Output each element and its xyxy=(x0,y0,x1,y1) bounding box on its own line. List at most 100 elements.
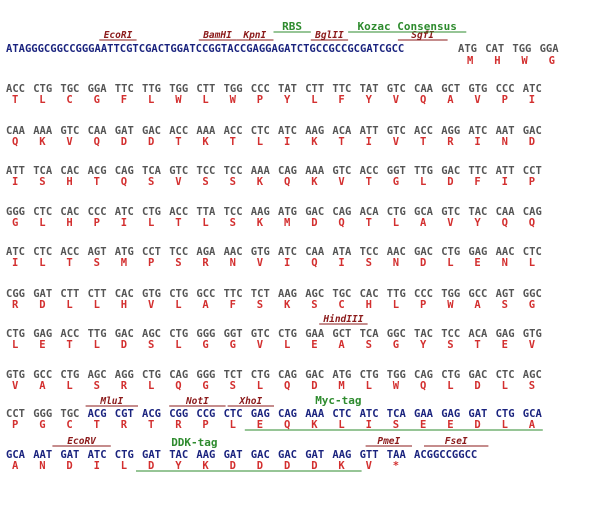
codon: AAG xyxy=(196,449,215,461)
amino-acid: L xyxy=(420,176,426,188)
codon: ATG xyxy=(115,246,134,258)
amino-acid: D xyxy=(311,217,317,229)
amino-acid: S xyxy=(202,176,208,188)
amino-acid: * xyxy=(393,460,399,472)
amino-acid: T xyxy=(230,136,236,148)
codon: CTC xyxy=(332,408,351,420)
amino-acid: C xyxy=(66,94,72,106)
amino-acid: S xyxy=(230,380,236,392)
codon: TCT xyxy=(224,369,243,381)
amino-acid: L xyxy=(202,217,208,229)
amino-acid: E xyxy=(502,339,508,351)
codon: ACC xyxy=(414,125,433,137)
amino-acid: K xyxy=(39,136,46,148)
codon: ATC xyxy=(468,125,487,137)
codon: GAC xyxy=(115,328,134,340)
amino-acid: L xyxy=(311,94,317,106)
amino-acid: T xyxy=(420,136,426,148)
codon: ACG xyxy=(88,165,107,177)
amino-acid: T xyxy=(175,136,181,148)
amino-acid: V xyxy=(366,460,373,472)
amino-acid: P xyxy=(420,299,426,311)
amino-acid: S xyxy=(39,176,45,188)
codon: TTG xyxy=(387,288,406,300)
codon: GCA xyxy=(523,408,543,420)
amino-acid: T xyxy=(338,136,344,148)
codon: CAG xyxy=(278,165,297,177)
amino-acid: L xyxy=(230,419,236,431)
codon: CCT xyxy=(6,408,25,420)
codon: TTC xyxy=(332,83,351,95)
amino-acid: D xyxy=(66,460,72,472)
amino-acid: G xyxy=(94,94,100,106)
amino-acid: A xyxy=(12,460,19,472)
codon: CCC xyxy=(496,83,515,95)
codon: CAC xyxy=(360,288,379,300)
amino-acid: A xyxy=(474,299,481,311)
amino-acid: Y xyxy=(366,94,373,106)
amino-acid: G xyxy=(12,217,18,229)
amino-acid: I xyxy=(502,176,508,188)
codon: CAG xyxy=(332,206,351,218)
codon: AAA xyxy=(251,165,271,177)
codon: CTT xyxy=(196,83,215,95)
codon: GTG xyxy=(142,288,161,300)
codon: GAC xyxy=(414,246,433,258)
codon: TCA xyxy=(33,165,53,177)
amino-acid: G xyxy=(549,55,555,67)
amino-acid: K xyxy=(311,419,318,431)
codon: CTC xyxy=(33,246,52,258)
amino-acid: L xyxy=(39,94,45,106)
amino-acid: L xyxy=(94,299,100,311)
codon: ACA xyxy=(468,328,488,340)
amino-acid: V xyxy=(393,136,400,148)
amino-acid: D xyxy=(257,460,263,472)
amino-acid: D xyxy=(230,460,236,472)
amino-acid: M xyxy=(338,380,344,392)
codon: TCT xyxy=(251,288,270,300)
amino-acid: G xyxy=(393,176,399,188)
codon: AAG xyxy=(332,449,351,461)
codon: ATC xyxy=(523,83,542,95)
header-nucleotide-sequence: ATAGGGCGGCCGGGAATTCGTCGACTGGATCCGGTACCGA… xyxy=(6,43,404,55)
amino-acid: Q xyxy=(338,217,344,229)
amino-acid: D xyxy=(474,419,480,431)
amino-acid: V xyxy=(447,217,454,229)
codon: GTG xyxy=(523,328,542,340)
codon: ATC xyxy=(6,246,25,258)
codon: GAT xyxy=(142,449,161,461)
codon: AAA xyxy=(33,125,53,137)
amino-acid: D xyxy=(121,136,127,148)
codon: ACC xyxy=(6,83,25,95)
codon: TGG xyxy=(512,43,531,55)
amino-acid: R xyxy=(202,257,209,269)
amino-acid: L xyxy=(94,339,100,351)
amino-acid: P xyxy=(94,217,100,229)
codon: GGG xyxy=(196,328,215,340)
codon: CAG xyxy=(169,369,188,381)
amino-acid: L xyxy=(202,94,208,106)
codon: AGT xyxy=(496,288,515,300)
amino-acid: S xyxy=(393,419,399,431)
codon: GCT xyxy=(332,328,351,340)
amino-acid: L xyxy=(66,299,72,311)
codon: GAC xyxy=(278,449,297,461)
amino-acid: N xyxy=(502,136,508,148)
codon: AAC xyxy=(496,246,515,258)
codon: GTG xyxy=(468,83,487,95)
codon: CTC xyxy=(496,369,515,381)
amino-acid: W xyxy=(230,94,237,106)
amino-acid: L xyxy=(529,257,535,269)
amino-acid: L xyxy=(39,257,45,269)
amino-acid: S xyxy=(94,257,100,269)
amino-acid: I xyxy=(121,217,127,229)
codon: GAC xyxy=(441,165,460,177)
amino-acid: P xyxy=(12,419,18,431)
codon: ACC xyxy=(169,125,188,137)
amino-acid: V xyxy=(257,257,264,269)
amino-acid: E xyxy=(420,419,426,431)
codon: GTC xyxy=(332,165,351,177)
amino-acid: D xyxy=(529,136,535,148)
amino-acid: T xyxy=(94,419,100,431)
codon: GGG xyxy=(196,369,215,381)
